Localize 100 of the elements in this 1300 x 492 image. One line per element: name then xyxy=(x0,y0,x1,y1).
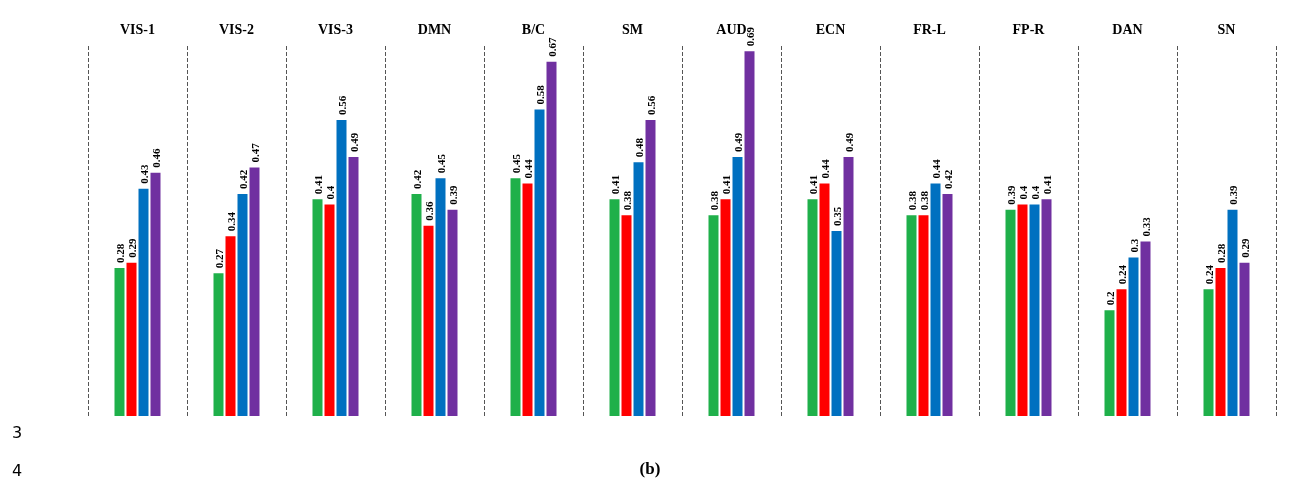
data-label: 0.38 xyxy=(917,190,930,211)
bar xyxy=(708,215,719,416)
bar xyxy=(114,268,125,416)
data-label: 0.44 xyxy=(521,158,534,179)
data-label: 0.67 xyxy=(545,37,558,57)
x-tick-label: VIS-2 xyxy=(218,21,255,37)
bar xyxy=(1017,204,1028,416)
x-tick-label: B/C xyxy=(521,21,546,37)
bar xyxy=(138,188,149,416)
bar xyxy=(546,61,557,416)
bar xyxy=(225,236,236,416)
bar xyxy=(534,109,545,416)
bar xyxy=(1140,241,1151,416)
bar xyxy=(1041,199,1052,416)
bar xyxy=(237,194,248,416)
bar xyxy=(348,157,359,416)
data-label: 0.28 xyxy=(1214,243,1227,263)
bar xyxy=(522,183,533,416)
data-label: 0.41 xyxy=(608,175,621,195)
bar xyxy=(1203,289,1214,416)
data-label: 0.45 xyxy=(509,153,522,174)
data-label: 0.29 xyxy=(1238,237,1251,258)
bar xyxy=(1215,268,1226,416)
bar xyxy=(213,273,224,416)
bar xyxy=(1104,310,1115,416)
data-label: 0.41 xyxy=(311,175,324,195)
bar xyxy=(510,178,521,416)
bar xyxy=(807,199,818,416)
bar xyxy=(621,215,632,416)
data-label: 0.49 xyxy=(842,132,855,152)
data-label: 0.33 xyxy=(1139,216,1152,237)
bar xyxy=(1128,257,1139,416)
bar xyxy=(126,262,137,416)
bar xyxy=(1239,262,1250,416)
bar xyxy=(1005,209,1016,416)
data-label: 0.39 xyxy=(1004,185,1017,205)
text: 3 xyxy=(12,422,23,442)
data-label: 0.49 xyxy=(347,132,360,152)
data-label: 0.4 xyxy=(1016,185,1029,200)
data-label: 0.45 xyxy=(434,153,447,174)
data-label: 0.42 xyxy=(941,169,954,189)
x-tick-label: FP-R xyxy=(1012,21,1046,37)
data-label: 0.36 xyxy=(422,200,435,221)
data-label: 0.3 xyxy=(1127,238,1140,253)
x-tick-label: DMN xyxy=(417,21,452,37)
data-label: 0.46 xyxy=(149,148,162,168)
x-tick-label: DAN xyxy=(1112,21,1143,37)
bar xyxy=(645,120,656,416)
data-label: 0.43 xyxy=(137,163,150,184)
bar xyxy=(609,199,620,416)
x-tick-label: SM xyxy=(622,21,643,37)
bar xyxy=(744,51,755,416)
x-tick-label: VIS-1 xyxy=(119,21,156,37)
data-label: 0.24 xyxy=(1202,264,1215,285)
text: 4 xyxy=(12,460,23,480)
data-label: 0.35 xyxy=(830,206,843,226)
bar xyxy=(1116,289,1127,416)
bar xyxy=(423,225,434,416)
bar xyxy=(435,178,446,416)
data-label: 0.4 xyxy=(1028,185,1041,200)
data-label: 0.44 xyxy=(818,158,831,179)
bar xyxy=(930,183,941,416)
data-label: 0.47 xyxy=(248,142,261,163)
bar xyxy=(831,231,842,416)
bar xyxy=(324,204,335,416)
bar xyxy=(942,194,953,416)
bar xyxy=(411,194,422,416)
data-label: 0.27 xyxy=(212,248,225,269)
data-label: 0.48 xyxy=(632,137,645,158)
data-label: 0.38 xyxy=(905,190,918,211)
data-label: 0.24 xyxy=(1115,264,1128,285)
data-label: 0.44 xyxy=(929,158,942,179)
bar xyxy=(843,157,854,416)
x-tick-label: VIS-3 xyxy=(317,21,354,37)
data-label: 0.29 xyxy=(125,237,138,258)
data-label: 0.4 xyxy=(323,185,336,200)
data-label: 0.58 xyxy=(533,84,546,105)
bar xyxy=(1227,209,1238,416)
bar xyxy=(732,157,743,416)
bar xyxy=(720,199,731,416)
bar xyxy=(150,172,161,416)
data-label: 0.42 xyxy=(236,169,249,189)
x-tick-label: SN xyxy=(1217,21,1236,37)
bar xyxy=(447,209,458,416)
bar xyxy=(312,199,323,416)
data-label: 0.42 xyxy=(410,169,423,189)
data-label: 0.38 xyxy=(707,190,720,211)
data-label: 0.39 xyxy=(446,185,459,205)
data-label: 0.49 xyxy=(731,132,744,152)
data-label: 0.2 xyxy=(1103,291,1116,306)
bar xyxy=(906,215,917,416)
data-label: 0.28 xyxy=(113,243,126,263)
bar xyxy=(249,167,260,416)
data-label: 0.39 xyxy=(1226,185,1239,205)
data-label: 0.34 xyxy=(224,211,237,232)
text: (b) xyxy=(639,459,661,478)
data-label: 0.56 xyxy=(644,95,657,115)
data-label: 0.41 xyxy=(806,175,819,195)
data-label: 0.41 xyxy=(1040,175,1053,195)
bar xyxy=(633,162,644,416)
